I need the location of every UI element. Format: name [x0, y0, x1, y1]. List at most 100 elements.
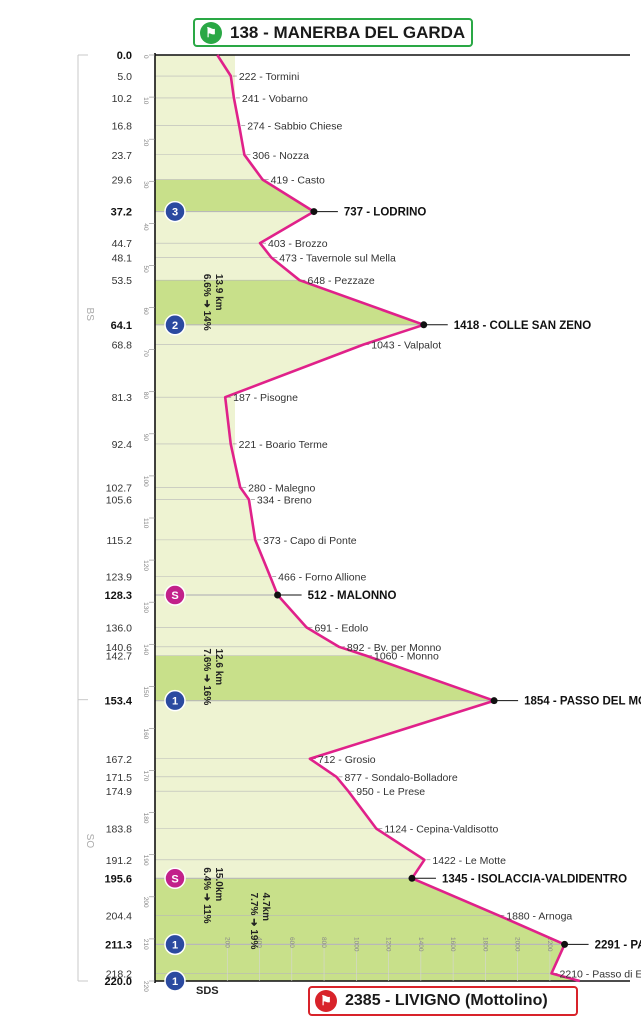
- start-flag-icon: ⚑: [200, 21, 222, 44]
- km-label: 218.2: [106, 968, 132, 980]
- distance-tick-label: 130: [142, 602, 149, 613]
- km-label: 195.6: [104, 873, 132, 885]
- summit-dot: [274, 591, 282, 599]
- distance-tick-label: 40: [142, 223, 149, 231]
- gradient-distance: 13.9 km: [213, 274, 224, 311]
- altitude-tick-label: 1400: [417, 937, 424, 952]
- summit-dot: [310, 208, 318, 216]
- start-header-text: 138 - MANERBA DEL GARDA: [230, 22, 466, 42]
- waypoint-label: 334 - Breno: [257, 494, 312, 506]
- distance-tick-label: 220: [142, 981, 149, 992]
- altitude-tick-label: 400: [256, 937, 263, 948]
- distance-tick-label: 120: [142, 560, 149, 571]
- waypoint-label: 241 - Vobarno: [242, 93, 308, 105]
- waypoint-label: 512 - MALONNO: [308, 590, 397, 602]
- km-label: 48.1: [112, 252, 133, 264]
- finish-header: ⚑ 2385 - LIVIGNO (Mottolino): [308, 986, 578, 1016]
- distance-tick-label: 30: [142, 181, 149, 189]
- km-label: 204.4: [106, 910, 132, 922]
- km-label: 0.0: [117, 50, 132, 62]
- badge-label: 3: [172, 207, 178, 219]
- badge-label: 1: [172, 696, 178, 708]
- waypoint-label: 1124 - Cepina-Valdisotto: [384, 824, 498, 836]
- sprint-badge: [164, 867, 186, 890]
- finish-flag-icon: ⚑: [315, 990, 337, 1012]
- km-label: 115.2: [107, 535, 133, 547]
- waypoint-label: 648 - Pezzaze: [308, 275, 375, 287]
- distance-tick-label: 100: [142, 476, 149, 487]
- sds-label: SDS: [196, 985, 219, 997]
- distance-tick-label: 90: [142, 434, 149, 442]
- altitude-tick-label: 1000: [352, 937, 359, 952]
- gradient-distance: 15.0km: [213, 867, 224, 901]
- profile-fill: [155, 55, 580, 981]
- gradient-distance: 12.6 km: [213, 648, 224, 685]
- km-label: 10.2: [112, 93, 133, 105]
- profile-line-group: [216, 54, 581, 983]
- distance-tick-label: 210: [142, 939, 149, 950]
- waypoint-label: 1043 - Valpalot: [371, 340, 441, 352]
- badge-label: S: [171, 590, 178, 602]
- waypoint-label: 2210 - Passo di Eira: [560, 968, 641, 980]
- waypoint-label: 1345 - ISOLACCIA-VALDIDENTRO: [442, 873, 627, 885]
- km-label: 211.3: [105, 939, 132, 951]
- waypoint-label: 466 - Forno Allione: [278, 572, 366, 584]
- kom-badge: [164, 689, 186, 712]
- km-label: 136.0: [106, 622, 132, 634]
- climb-fill-2: [155, 280, 424, 325]
- gradient-grade: 6.6% ➜ 14%: [201, 274, 212, 331]
- km-label: 123.9: [106, 572, 132, 584]
- sprint-badge: [164, 584, 186, 606]
- altitude-tick-label: 1200: [385, 937, 392, 952]
- distance-tick-label: 70: [142, 350, 149, 358]
- kom-badge: [164, 200, 186, 223]
- km-label: 220.0: [104, 976, 132, 988]
- km-label: 37.2: [111, 207, 132, 219]
- km-label: 53.5: [112, 275, 133, 287]
- climb-fill-3: [155, 655, 495, 701]
- waypoint-label: 1060 - Monno: [374, 651, 439, 663]
- km-label: 81.3: [112, 392, 133, 404]
- climb-fill-4: [155, 878, 565, 945]
- km-label: 153.4: [104, 696, 132, 708]
- waypoint-label: 1418 - COLLE SAN ZENO: [454, 320, 591, 332]
- km-label: 105.6: [106, 494, 132, 506]
- distance-tick-label: 200: [142, 897, 149, 908]
- waypoint-label: 1880 - Arnoga: [506, 910, 572, 922]
- km-label: 171.5: [106, 772, 132, 784]
- waypoint-label: 1854 - PASSO DEL MORTIROLO: [524, 696, 641, 708]
- km-label: 64.1: [111, 320, 132, 332]
- waypoint-label: 691 - Edolo: [314, 622, 368, 634]
- gradient-grade: 7.7% ➜ 19%: [248, 893, 259, 950]
- km-label: 102.7: [106, 482, 132, 494]
- kom-badge: [164, 933, 186, 956]
- distance-tick-label: 180: [142, 813, 149, 824]
- waypoint-label: 737 - LODRINO: [344, 207, 426, 219]
- distance-tick-label: 0: [142, 55, 149, 59]
- distance-tick-label: 170: [142, 771, 149, 782]
- km-label: 191.2: [106, 855, 132, 867]
- km-label: 92.4: [112, 439, 133, 451]
- altitude-tick-label: 1600: [449, 937, 456, 952]
- waypoint-label: 419 - Casto: [271, 175, 325, 187]
- grid: [155, 54, 589, 982]
- waypoint-label: 373 - Capo di Ponte: [263, 535, 357, 547]
- waypoint-label: 712 - Grosio: [318, 754, 376, 766]
- km-label: 5.0: [117, 71, 132, 83]
- altitude-tick-label: 2000: [514, 937, 521, 952]
- waypoint-label: 306 - Nozza: [252, 150, 309, 162]
- altitude-tick-label: 800: [320, 937, 327, 948]
- altitude-tick-label: 1800: [481, 937, 488, 952]
- waypoint-label: 2291 - PASSO DI FOSCAGNO: [595, 939, 641, 951]
- gradient-grade: 6.4% ➜ 11%: [201, 867, 212, 923]
- waypoint-label: 473 - Tavernole sul Mella: [279, 252, 396, 264]
- km-label: 29.6: [112, 175, 133, 187]
- kom-badge: [164, 970, 186, 992]
- km-label: 167.2: [106, 754, 132, 766]
- waypoint-label: 222 - Tormini: [239, 71, 300, 83]
- badge-label: 1: [172, 939, 178, 951]
- km-label: 174.9: [106, 786, 132, 798]
- badge-label: 2: [172, 320, 178, 332]
- start-header: ⚑ 138 - MANERBA DEL GARDA: [193, 18, 473, 47]
